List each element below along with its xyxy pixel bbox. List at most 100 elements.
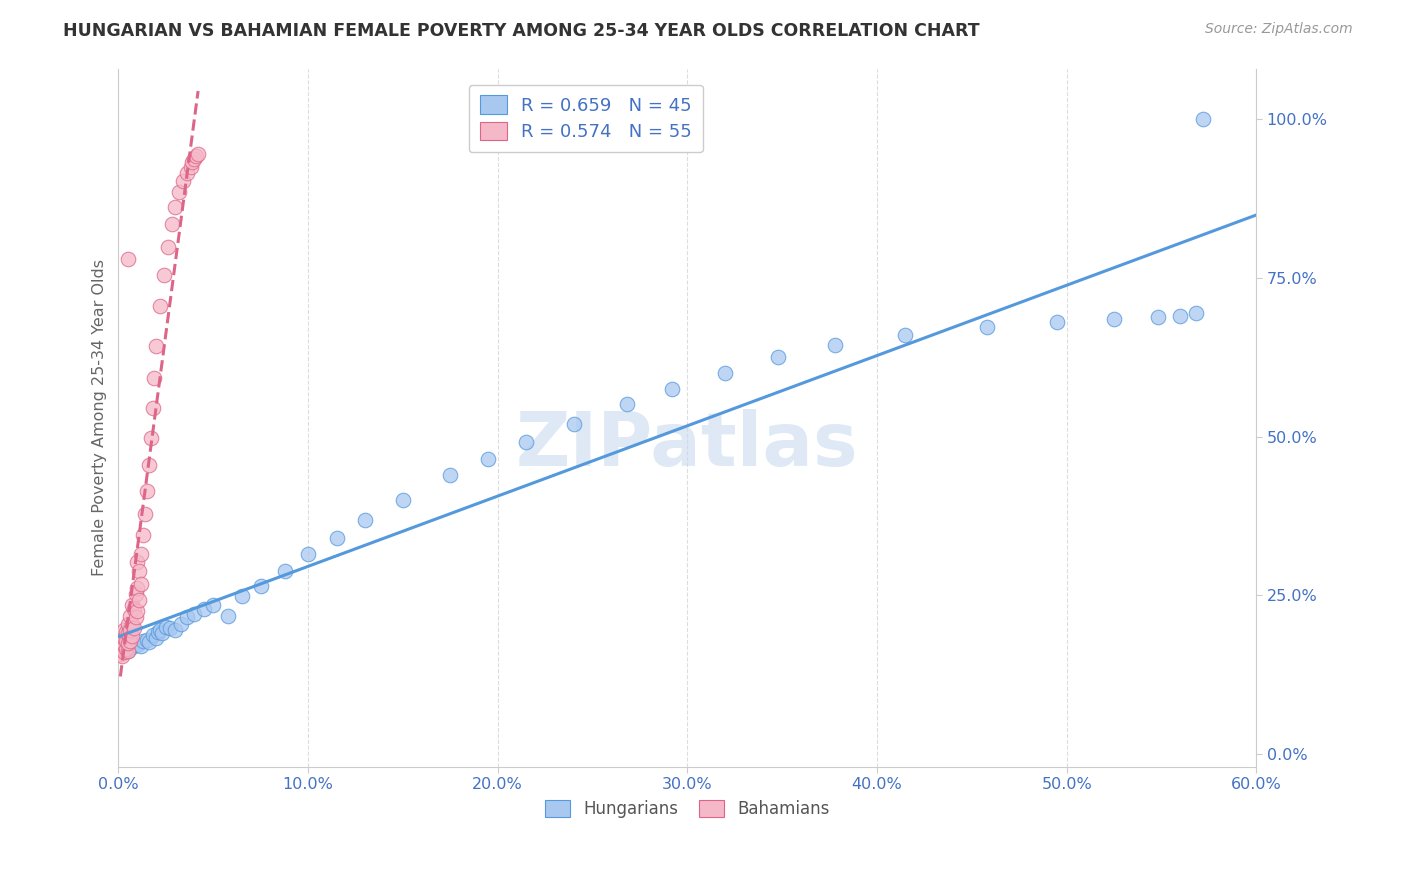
Point (138, 635, 160, 649)
Point (111, 642, 134, 657)
Point (160, 217, 183, 231)
Point (129, 547, 152, 561)
Point (129, 639, 152, 653)
Point (155, 620, 177, 634)
Point (132, 528, 155, 542)
Point (117, 616, 139, 631)
Point (768, 351, 790, 365)
Point (110, 640, 132, 655)
Legend: Hungarians, Bahamians: Hungarians, Bahamians (538, 793, 837, 824)
Point (145, 339, 167, 353)
Point (149, 623, 172, 637)
Point (112, 631, 135, 645)
Point (176, 166, 198, 180)
Point (661, 382, 683, 396)
Point (181, 155, 204, 169)
Point (183, 152, 205, 166)
Point (186, 149, 208, 163)
Point (1046, 315, 1069, 329)
Point (127, 555, 149, 569)
Point (187, 147, 209, 161)
Point (1146, 310, 1168, 325)
Point (117, 636, 139, 650)
Y-axis label: Female Poverty Among 25-34 Year Olds: Female Poverty Among 25-34 Year Olds (93, 259, 107, 576)
Point (824, 337, 846, 351)
Point (176, 610, 198, 624)
Point (122, 602, 145, 616)
Point (217, 608, 239, 623)
Point (117, 252, 139, 266)
Point (167, 186, 190, 200)
Point (111, 648, 134, 663)
Point (193, 602, 215, 616)
Point (159, 621, 181, 635)
Point (121, 640, 143, 655)
Point (112, 638, 135, 652)
Point (148, 625, 170, 640)
Point (150, 626, 173, 640)
Point (170, 616, 193, 631)
Point (1184, 306, 1206, 320)
Point (115, 625, 138, 640)
Point (127, 604, 149, 618)
Point (142, 401, 165, 415)
Point (112, 623, 135, 637)
Point (165, 623, 187, 637)
Point (121, 598, 143, 612)
Point (143, 371, 166, 385)
Point (202, 598, 225, 612)
Point (156, 240, 179, 254)
Point (138, 458, 160, 472)
Point (117, 626, 139, 640)
Point (117, 644, 139, 658)
Point (249, 579, 271, 593)
Point (231, 590, 253, 604)
Point (439, 467, 461, 482)
Point (714, 366, 737, 380)
Point (139, 431, 162, 445)
Point (128, 593, 150, 607)
Point (1192, 112, 1215, 127)
Point (172, 174, 194, 188)
Point (124, 610, 146, 624)
Point (325, 531, 347, 545)
Point (121, 616, 143, 631)
Point (392, 493, 415, 508)
Point (183, 607, 205, 622)
Point (115, 642, 138, 657)
Point (118, 608, 141, 623)
Point (894, 328, 917, 343)
Text: ZIPatlas: ZIPatlas (516, 409, 859, 482)
Point (129, 576, 152, 591)
Point (515, 434, 537, 449)
Point (165, 200, 187, 214)
Point (132, 634, 155, 648)
Point (149, 300, 172, 314)
Point (122, 621, 145, 635)
Point (274, 564, 297, 578)
Point (477, 451, 499, 466)
Point (127, 638, 149, 652)
Point (135, 632, 157, 647)
Point (562, 417, 585, 431)
Point (179, 160, 201, 174)
Point (110, 647, 132, 661)
Point (118, 623, 141, 637)
Point (354, 513, 377, 527)
Point (142, 627, 165, 641)
Text: HUNGARIAN VS BAHAMIAN FEMALE POVERTY AMONG 25-34 YEAR OLDS CORRELATION CHART: HUNGARIAN VS BAHAMIAN FEMALE POVERTY AMO… (63, 22, 980, 40)
Point (111, 636, 134, 650)
Point (153, 268, 176, 282)
Point (1170, 309, 1192, 323)
Point (112, 645, 135, 659)
Text: Source: ZipAtlas.com: Source: ZipAtlas.com (1205, 22, 1353, 37)
Point (124, 587, 146, 601)
Point (121, 630, 143, 644)
Point (118, 634, 141, 648)
Point (976, 320, 998, 334)
Point (135, 483, 157, 498)
Point (134, 507, 156, 521)
Point (115, 634, 138, 648)
Point (1102, 312, 1125, 326)
Point (616, 396, 638, 410)
